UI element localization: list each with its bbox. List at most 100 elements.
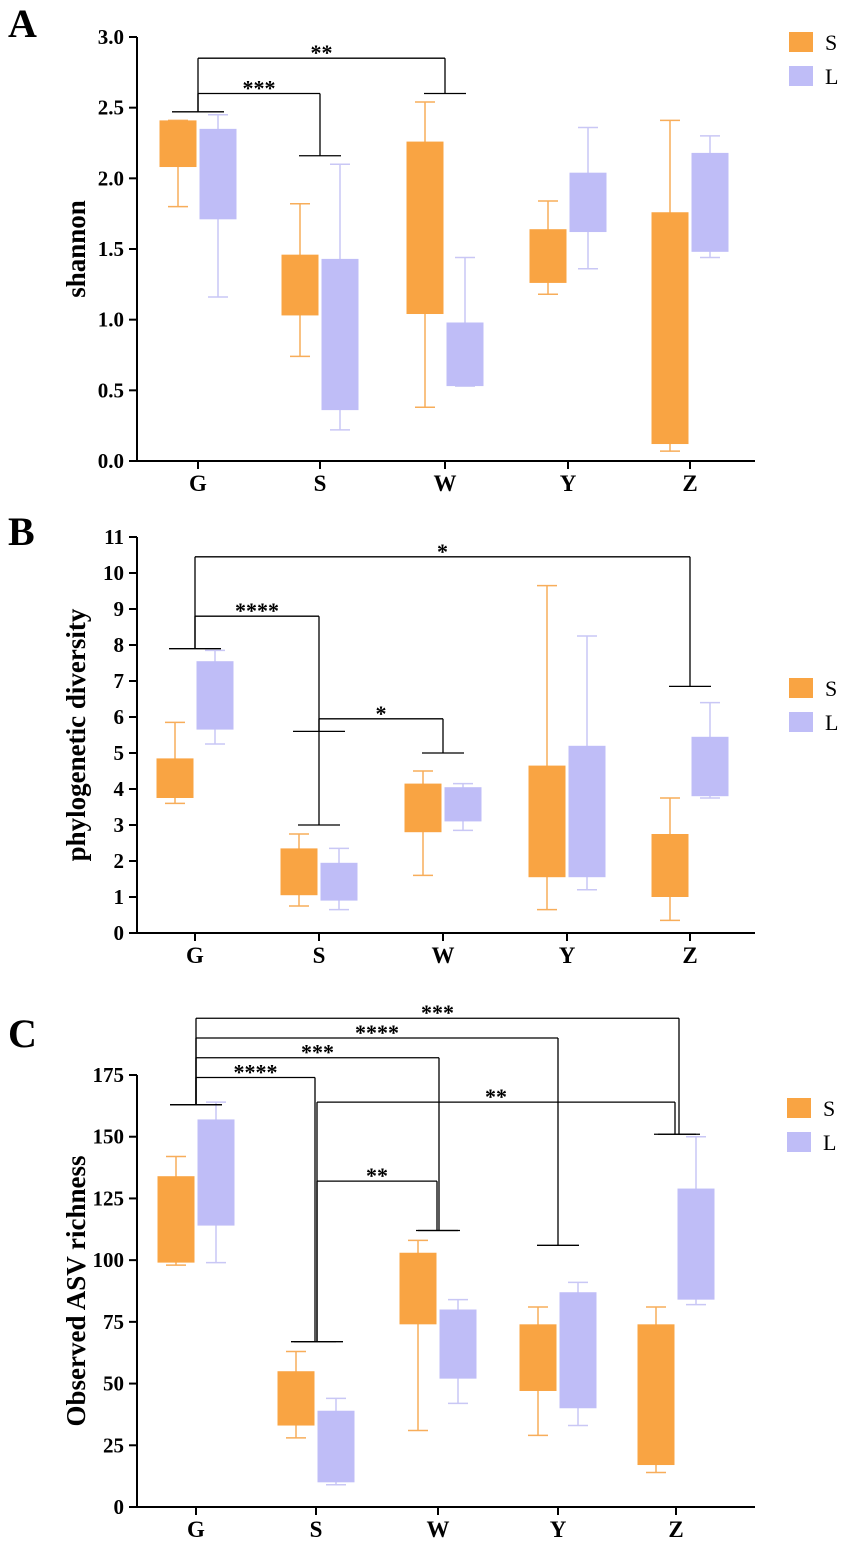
x-tick-label: Y — [550, 1517, 567, 1542]
box-L-G — [199, 128, 237, 220]
panel-label: C — [8, 1011, 37, 1056]
x-tick-label: G — [187, 1517, 205, 1542]
panel-label: B — [8, 509, 35, 554]
y-tick-label: 3.0 — [98, 25, 124, 49]
panel-label: A — [8, 1, 37, 46]
y-tick-label: 6 — [114, 705, 125, 729]
significance-label: *** — [421, 1000, 454, 1025]
legend-swatch-S — [789, 32, 813, 52]
box-L-S — [320, 862, 358, 901]
legend-label-S: S — [823, 1096, 835, 1121]
significance-label: * — [376, 701, 387, 726]
significance-label: **** — [234, 1059, 278, 1084]
box-L-G — [196, 661, 234, 730]
legend-swatch-S — [789, 678, 813, 698]
box-L-Z — [677, 1188, 715, 1300]
y-tick-label: 0.0 — [98, 449, 124, 473]
box-L-W — [439, 1309, 477, 1379]
box-S-G — [156, 758, 194, 798]
y-tick-label: 1 — [114, 885, 125, 909]
box-S-Y — [529, 229, 567, 283]
y-tick-label: 150 — [93, 1125, 125, 1149]
box-S-S — [277, 1371, 315, 1426]
y-tick-label: 100 — [93, 1248, 125, 1272]
box-L-S — [317, 1410, 355, 1483]
significance-label: ** — [366, 1163, 388, 1188]
x-tick-label: S — [310, 1517, 323, 1542]
box-S-G — [157, 1176, 195, 1263]
legend-swatch-L — [787, 1132, 811, 1152]
box-S-S — [281, 254, 319, 316]
box-L-W — [446, 322, 484, 387]
box-L-W — [444, 787, 482, 822]
y-tick-label: 2 — [114, 849, 125, 873]
y-tick-label: 5 — [114, 741, 125, 765]
legend-swatch-L — [789, 712, 813, 732]
y-tick-label: 2.0 — [98, 166, 124, 190]
y-tick-label: 7 — [114, 669, 125, 693]
box-S-W — [404, 783, 442, 833]
y-tick-label: 125 — [93, 1186, 125, 1210]
y-tick-label: 9 — [114, 597, 125, 621]
box-L-Z — [691, 736, 729, 797]
legend-label-L: L — [823, 1130, 836, 1155]
significance-label: **** — [355, 1020, 399, 1045]
box-S-Y — [528, 765, 566, 878]
y-tick-label: 175 — [93, 1063, 125, 1087]
y-tick-label: 11 — [104, 525, 124, 549]
y-tick-label: 2.5 — [98, 96, 124, 120]
x-tick-label: Z — [682, 943, 697, 968]
y-tick-label: 0 — [114, 921, 125, 945]
y-axis-label: phylogenetic diversity — [61, 608, 91, 861]
legend-label-L: L — [825, 64, 838, 89]
box-S-Y — [519, 1324, 557, 1391]
legend-label-L: L — [825, 710, 838, 735]
y-tick-label: 4 — [114, 777, 125, 801]
significance-label: *** — [243, 76, 276, 101]
box-S-W — [406, 141, 444, 315]
panel-c: C Observed ASV richness 0 25 50 75 100 125 150 17… — [8, 1000, 836, 1542]
x-tick-label: S — [313, 943, 326, 968]
box-L-Y — [568, 745, 606, 878]
y-tick-label: 1.5 — [98, 237, 124, 261]
legend-swatch-S — [787, 1098, 811, 1118]
box-L-S — [321, 258, 359, 411]
legend-label-S: S — [825, 676, 837, 701]
x-tick-label: S — [314, 471, 327, 496]
box-L-Z — [691, 152, 729, 252]
significance-label: * — [437, 539, 448, 564]
y-tick-label: 25 — [103, 1433, 124, 1457]
box-L-Y — [569, 172, 607, 233]
x-tick-label: W — [427, 1517, 450, 1542]
y-axis-label: Observed ASV richness — [61, 1155, 91, 1426]
y-tick-label: 1.0 — [98, 308, 124, 332]
box-L-Y — [559, 1292, 597, 1409]
x-tick-label: W — [434, 471, 457, 496]
y-tick-label: 0 — [114, 1495, 125, 1519]
y-tick-label: 50 — [103, 1372, 124, 1396]
x-tick-label: G — [189, 471, 207, 496]
box-L-G — [197, 1119, 235, 1226]
significance-label: *** — [301, 1040, 334, 1065]
x-tick-label: G — [186, 943, 204, 968]
box-S-Z — [637, 1324, 675, 1466]
y-tick-label: 0.5 — [98, 378, 124, 402]
y-tick-label: 10 — [103, 561, 124, 585]
x-tick-label: W — [432, 943, 455, 968]
y-tick-label: 75 — [103, 1310, 124, 1334]
y-tick-label: 8 — [114, 633, 125, 657]
x-tick-label: Y — [560, 471, 577, 496]
y-axis-label: shannon — [61, 200, 91, 298]
x-tick-label: Z — [682, 471, 697, 496]
box-S-G — [159, 120, 197, 168]
x-tick-label: Y — [559, 943, 576, 968]
box-S-S — [280, 848, 318, 896]
box-S-Z — [651, 834, 689, 897]
significance-label: **** — [235, 598, 279, 623]
legend-swatch-L — [789, 66, 813, 86]
box-S-W — [399, 1252, 437, 1325]
x-tick-label: Z — [668, 1517, 683, 1542]
